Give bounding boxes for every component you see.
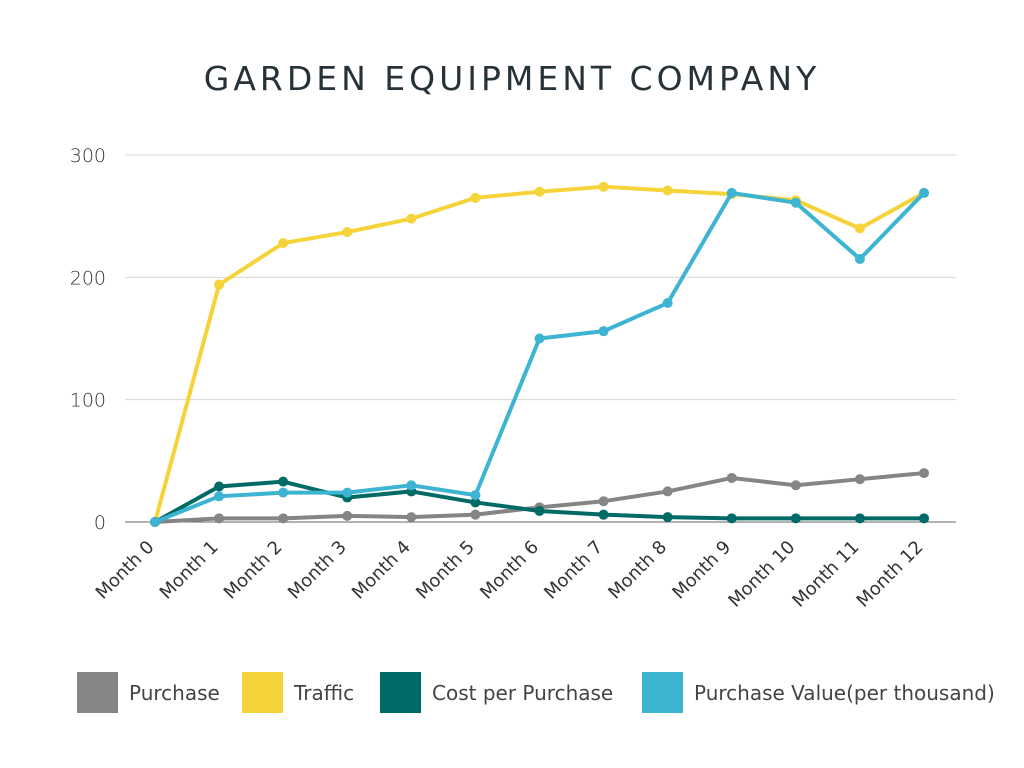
x-tick-label: Month 7 [540,537,607,604]
series-line [153,184,925,523]
legend-label: Cost per Purchase [432,681,613,705]
data-point [470,509,481,520]
data-point [214,481,225,492]
data-point [598,326,609,337]
data-point [919,468,929,479]
data-point [214,279,225,290]
y-tick-label: 0 [94,512,106,534]
data-point [790,480,801,491]
data-point [278,513,289,524]
data-point [854,474,865,485]
data-point [214,513,225,524]
legend-label: Purchase [129,681,220,705]
data-point [342,227,353,238]
data-point [342,510,353,521]
x-tick-label: Month 9 [668,537,735,604]
data-point [919,513,929,524]
legend-swatch [242,672,283,713]
data-point [919,187,929,198]
legend-swatch [380,672,421,713]
data-point [278,476,289,487]
data-point [534,186,545,197]
data-point [854,513,865,524]
data-point [726,472,737,483]
data-point [406,480,417,491]
x-tick-label: Month 2 [220,537,287,604]
data-point [662,298,673,309]
data-point [662,486,673,497]
y-tick-label: 200 [70,267,106,289]
data-point [598,181,609,192]
series-line [154,190,926,524]
y-tick-label: 100 [70,390,106,412]
x-tick-label: Month 3 [284,537,351,604]
x-tick-label: Month 1 [156,537,223,604]
data-point [598,509,609,520]
data-point [534,505,545,516]
data-point [790,513,801,524]
data-point [534,333,545,344]
data-point [854,253,865,264]
data-point [470,490,481,501]
data-point [406,512,417,523]
data-point [598,496,609,507]
x-tick-label: Month 6 [476,537,543,604]
data-point [278,238,289,249]
data-point [278,487,289,498]
data-point [470,192,481,203]
x-tick-label: Month 10 [724,537,799,612]
data-point [854,223,865,234]
x-tick-label: Month 11 [788,537,863,612]
x-tick-label: Month 5 [412,537,479,604]
x-tick-label: Month 0 [92,537,159,604]
data-point [470,497,481,508]
y-tick-label: 300 [70,145,106,167]
x-tick-label: Month 12 [853,537,928,612]
data-point [726,513,737,524]
data-point [150,517,160,527]
data-point [406,213,417,224]
x-tick-label: Month 8 [604,537,671,604]
legend-label: Purchase Value(per thousand) [694,681,995,705]
data-point [790,197,801,208]
data-point [726,187,737,198]
data-point [662,512,673,523]
data-point [342,487,353,498]
data-point [662,185,673,196]
legend-swatch [642,672,683,713]
legend-label: Traffic [293,681,354,705]
legend-swatch [77,672,118,713]
data-point [214,491,225,502]
chart-title: GARDEN EQUIPMENT COMPANY [204,59,820,98]
x-tick-label: Month 4 [348,537,415,604]
